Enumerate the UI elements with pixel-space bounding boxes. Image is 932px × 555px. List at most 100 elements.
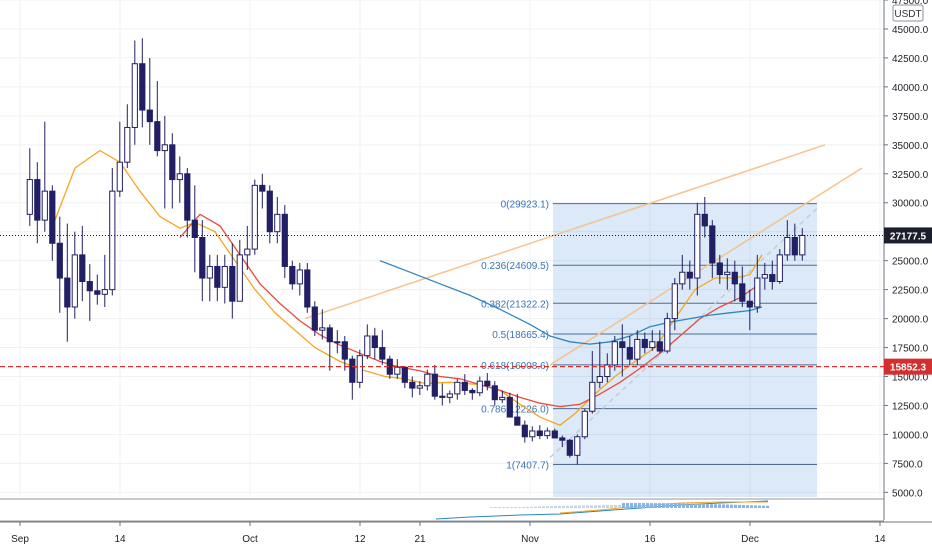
candle xyxy=(506,392,513,418)
price-axis-tick-label: 40000.0 xyxy=(892,83,929,94)
indicator-histogram-bar xyxy=(594,505,597,508)
indicator-histogram-bar xyxy=(566,505,569,508)
candle xyxy=(356,349,363,389)
candle xyxy=(716,254,723,284)
candle-body xyxy=(131,63,138,128)
time-axis-tick-label: Oct xyxy=(242,534,258,545)
candle xyxy=(514,393,521,426)
candle-body xyxy=(656,341,663,352)
price-axis-tick-label: 7500.0 xyxy=(892,459,923,470)
indicator-histogram-bar xyxy=(650,503,653,508)
indicator-histogram-bar xyxy=(494,507,497,508)
indicator-histogram-bar xyxy=(674,503,677,508)
candle xyxy=(124,104,131,168)
candle-body xyxy=(521,424,528,438)
candle-body xyxy=(34,179,41,221)
candle xyxy=(641,332,648,354)
price-axis-tick-label: 35000.0 xyxy=(892,141,929,152)
candle xyxy=(79,225,86,302)
candle-body xyxy=(116,161,123,192)
candle xyxy=(701,196,708,238)
candle-body xyxy=(686,271,693,279)
price-axis[interactable]: USDT 5000.0 7500.0 10000.0 12500.0 15000.0 17… xyxy=(883,0,932,550)
time-axis-tick-label: 16 xyxy=(644,534,656,545)
candle-body xyxy=(649,341,656,349)
candle xyxy=(664,312,671,354)
candle-body xyxy=(304,269,311,308)
candle-body xyxy=(56,242,63,279)
candle-body xyxy=(146,109,153,123)
indicator-histogram-bar xyxy=(610,505,613,508)
candle xyxy=(311,301,318,336)
candle-body xyxy=(671,283,678,320)
candle-body xyxy=(559,437,566,441)
indicator-histogram-bar xyxy=(562,505,565,508)
candle-body xyxy=(266,190,273,233)
fib-retracement[interactable]: 0(29923.1) 0.236(24609.5) 0.382(21322.2) 0.… xyxy=(481,200,817,497)
indicator-histogram-bar xyxy=(530,506,533,508)
indicator-histogram-bar xyxy=(582,505,585,508)
candle-body xyxy=(536,430,543,437)
candle-body xyxy=(86,281,93,292)
indicator-histogram-bar xyxy=(534,506,537,508)
time-axis-tick-label: Nov xyxy=(521,534,539,545)
time-axis[interactable]: Sep 14 Oct 12 21 Nov 16 Dec 14 xyxy=(0,521,932,545)
candle xyxy=(589,351,596,414)
candle-body xyxy=(229,265,236,302)
price-axis-tick-label: 15000.0 xyxy=(892,373,929,384)
candle xyxy=(161,115,168,209)
candle-body xyxy=(761,274,768,279)
candle xyxy=(86,264,93,321)
price-axis-tick-label: 22500.0 xyxy=(892,286,929,297)
candle-body xyxy=(409,381,416,389)
candle-body xyxy=(94,290,101,295)
candle xyxy=(454,378,461,400)
candle xyxy=(191,185,198,273)
candle xyxy=(694,202,701,296)
indicator-histogram-bar xyxy=(646,503,649,508)
candle-body xyxy=(274,213,281,233)
candle xyxy=(499,390,506,404)
candle xyxy=(101,254,108,308)
candle-body xyxy=(574,436,581,456)
candle-body xyxy=(739,283,746,302)
indicator-line xyxy=(435,500,769,520)
indicator-histogram-bar xyxy=(722,504,725,508)
candle xyxy=(281,205,288,279)
candle-body xyxy=(469,389,476,394)
horizontal-lines[interactable] xyxy=(0,234,884,368)
indicator-histogram-bar xyxy=(586,505,589,508)
candle xyxy=(199,220,206,302)
candle xyxy=(544,427,551,440)
indicator-histogram-bar xyxy=(598,505,601,508)
candle-body xyxy=(176,173,183,181)
indicator-histogram-bar xyxy=(670,503,673,508)
price-axis-background xyxy=(884,0,932,550)
candle xyxy=(116,121,123,197)
candle xyxy=(289,260,296,290)
candle xyxy=(521,420,528,443)
candle-body xyxy=(634,338,641,360)
candle xyxy=(424,369,431,391)
indicator-histogram-bar xyxy=(714,504,717,508)
candle-body xyxy=(461,381,468,391)
price-axis-tick-label: 45000.0 xyxy=(892,25,929,36)
crosshair-price-label-box xyxy=(884,227,932,244)
candle-body xyxy=(326,327,333,343)
time-axis-tick-label: 12 xyxy=(354,534,366,545)
candle-body xyxy=(746,300,753,308)
candle xyxy=(244,225,251,270)
candle-body xyxy=(716,262,723,276)
candle-body xyxy=(259,184,266,192)
candle xyxy=(746,289,753,331)
candle xyxy=(319,309,326,340)
time-axis-tick-label: 14 xyxy=(874,534,886,545)
indicator-histogram-bar xyxy=(550,506,553,508)
candle xyxy=(41,121,48,232)
indicator-histogram-bar xyxy=(638,503,641,508)
indicator-histogram-bar xyxy=(758,505,761,508)
candle xyxy=(656,330,663,354)
candle xyxy=(596,341,603,389)
